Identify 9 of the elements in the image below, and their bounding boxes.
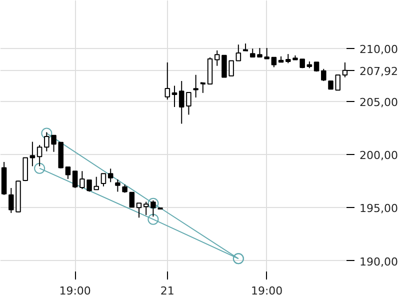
- y-tick-label: 195,00: [360, 202, 398, 216]
- y-tick-label: 190,00: [360, 255, 398, 268]
- x-tick-label: 21: [160, 284, 174, 298]
- x-tick-label: 19:00: [59, 284, 91, 298]
- y-tick-label: 200,00: [360, 149, 398, 162]
- y-tick-label: 207,92: [360, 64, 398, 78]
- y-tick-label: 210,00: [360, 42, 398, 56]
- y-tick-label: 205,00: [360, 96, 398, 109]
- x-tick-label: 19:00: [250, 284, 283, 298]
